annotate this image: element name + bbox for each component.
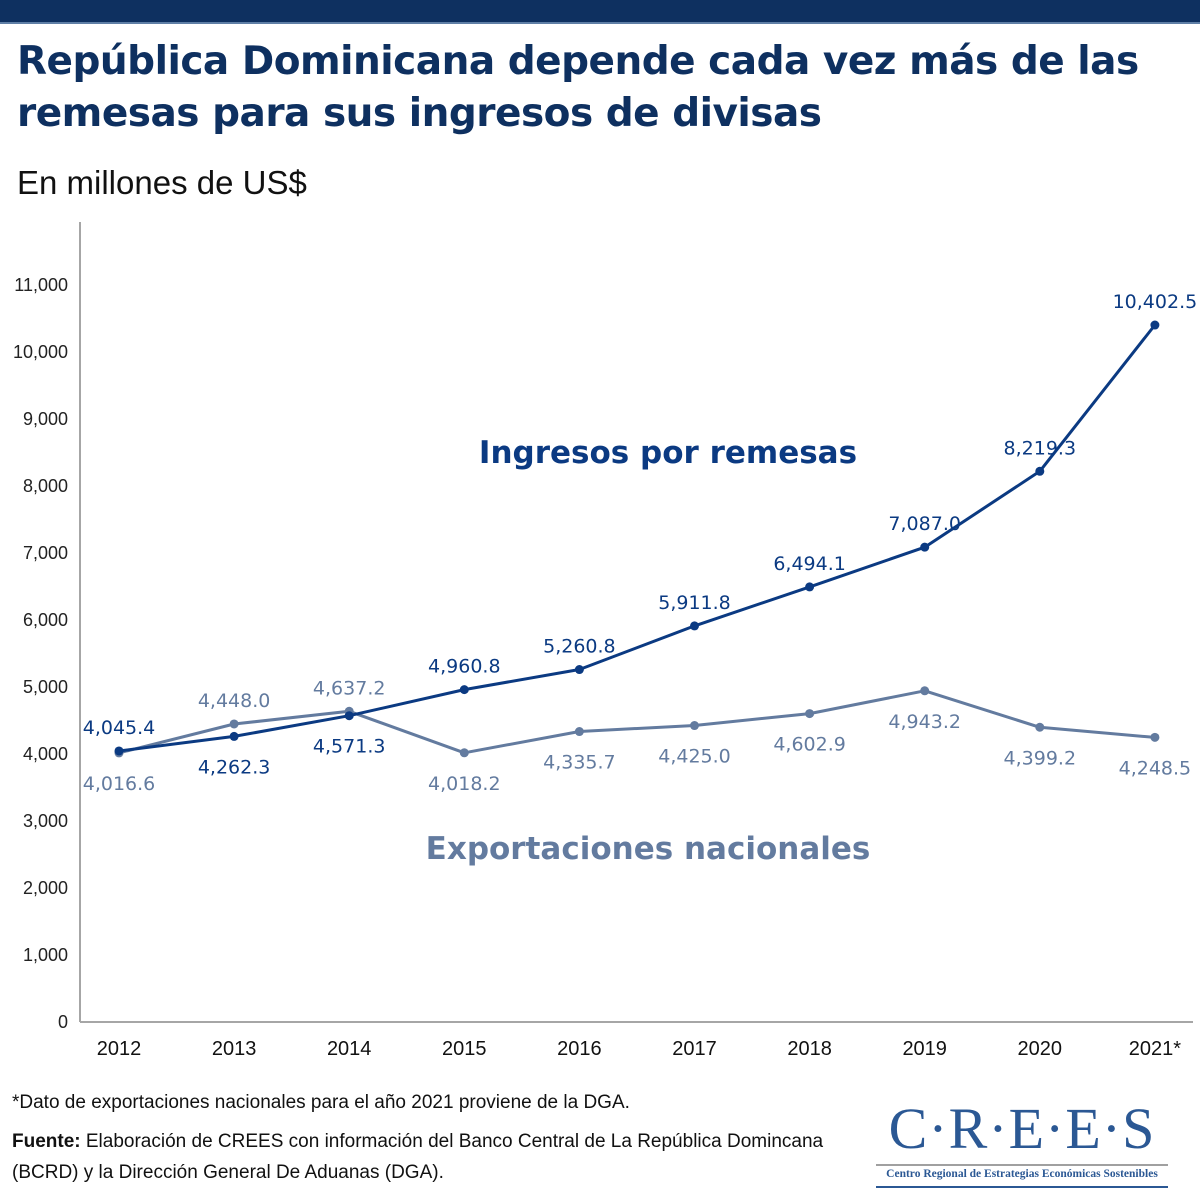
source-note: Fuente: Elaboración de CREES con informa… [12,1126,832,1188]
series-line-remesas [118,324,1157,753]
data-point-remesas [459,685,469,695]
data-label-exportaciones: 4,016.6 [83,773,156,795]
footnote: *Dato de exportaciones nacionales para e… [12,1092,630,1113]
data-point-exportaciones [229,719,239,729]
data-point-remesas [114,746,124,756]
data-label-remesas: 4,960.8 [428,656,501,678]
chart-title: República Dominicana depende cada vez má… [17,39,1139,136]
logo-subtitle: Centro Regional de Estrategias Económica… [886,1168,1158,1180]
source-text: Elaboración de CREES con información del… [12,1131,824,1183]
data-label-exportaciones: 4,248.5 [1119,757,1192,779]
line-chart: 0 1,000 2,000 3,000 4,000 5,000 6,000 7,000 8,00… [13,222,1197,1060]
x-tick-label: 2021* [1129,1038,1181,1060]
data-point-remesas [805,582,815,592]
data-label-exportaciones: 4,637.2 [313,677,386,699]
y-tick-label: 9,000 [23,409,68,429]
data-point-exportaciones [920,686,930,696]
data-point-remesas [690,621,699,631]
data-point-remesas [344,711,354,721]
x-tick-label: 2019 [902,1038,947,1060]
logo-divider-top [876,1164,1168,1166]
y-tick-label: 5,000 [23,677,68,697]
data-label-exportaciones: 4,448.0 [198,690,271,712]
y-tick-label: 6,000 [23,610,68,630]
crees-logo: C·R·E·E·S Centro Regional de Estrategias… [872,1098,1172,1190]
x-axis-ticks: 2012 2013 2014 2015 2016 2017 2018 2019 2020 2021… [97,1038,1182,1060]
x-tick-label: 2015 [442,1038,487,1060]
x-tick-label: 2018 [787,1038,832,1060]
data-point-exportaciones [805,709,815,719]
data-label-remesas: 4,262.3 [198,756,271,778]
y-tick-label: 10,000 [13,342,68,362]
data-point-remesas [229,731,239,741]
data-point-remesas [1035,466,1045,476]
x-tick-label: 2016 [557,1038,602,1060]
x-tick-label: 2013 [212,1038,257,1060]
y-tick-label: 1,000 [23,945,68,965]
data-label-exportaciones: 4,399.2 [1004,747,1077,769]
x-tick-label: 2017 [672,1038,717,1060]
source-label: Fuente: [12,1131,81,1152]
logo-wordmark: C·R·E·E·S [888,1096,1156,1161]
x-tick-label: 2020 [1018,1038,1063,1060]
y-tick-label: 8,000 [23,476,68,496]
data-label-remesas: 7,087.0 [888,513,961,535]
y-tick-label: 11,000 [14,275,68,295]
data-point-remesas [574,665,584,675]
data-point-exportaciones [1035,722,1045,732]
y-tick-label: 4,000 [23,744,68,764]
data-label-remesas: 10,402.5 [1113,291,1198,313]
data-point-exportaciones [1150,732,1160,742]
data-point-exportaciones [459,748,469,758]
series-layer [114,320,1160,758]
data-label-remesas: 4,045.4 [83,717,156,739]
y-tick-label: 7,000 [23,543,68,563]
logo-divider-bottom [876,1186,1168,1188]
data-label-remesas: 6,494.1 [773,553,846,575]
data-label-exportaciones: 4,943.2 [888,711,961,733]
data-label-exportaciones: 4,018.2 [428,773,501,795]
chart-subtitle: En millones de US$ [17,164,307,201]
series-line-exportaciones [118,689,1156,755]
data-point-exportaciones [574,727,584,737]
data-label-exportaciones: 4,335.7 [543,752,616,774]
data-point-exportaciones [690,721,699,731]
data-point-remesas [1150,320,1160,330]
x-tick-label: 2012 [97,1038,142,1060]
y-tick-label: 0 [58,1012,68,1032]
series-label-remesas: Ingresos por remesas [479,435,857,471]
data-label-remesas: 4,571.3 [313,736,386,758]
data-label-exportaciones: 4,602.9 [773,734,846,756]
series-label-exportaciones: Exportaciones nacionales [426,831,871,867]
y-tick-label: 3,000 [23,811,68,831]
data-label-exportaciones: 4,425.0 [658,746,731,768]
data-point-remesas [920,542,930,552]
data-label-remesas: 5,260.8 [543,636,616,658]
data-label-remesas: 8,219.3 [1004,437,1077,459]
y-axis-ticks: 0 1,000 2,000 3,000 4,000 5,000 6,000 7,000 8,00… [13,275,68,1032]
data-label-remesas: 5,911.8 [658,592,731,614]
data-labels: 4,016.6 4,448.0 4,637.2 4,018.2 4,335.7 4,425… [83,291,1197,795]
y-tick-label: 2,000 [23,878,68,898]
x-tick-label: 2014 [327,1038,372,1060]
top-banner-bar [0,0,1200,24]
